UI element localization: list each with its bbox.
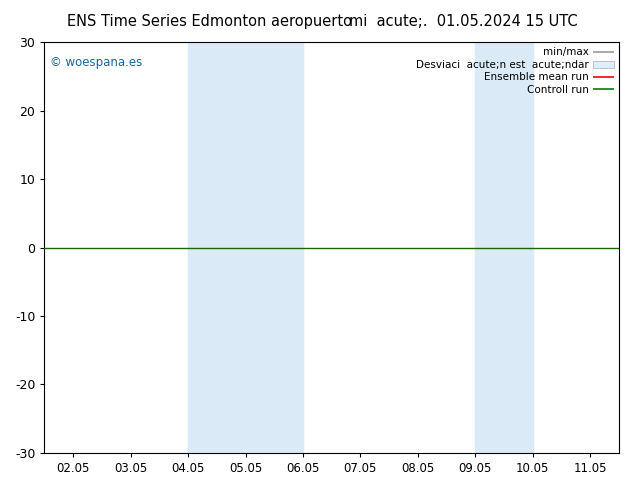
Text: mi  acute;.  01.05.2024 15 UTC: mi acute;. 01.05.2024 15 UTC [349, 14, 577, 29]
Text: © woespana.es: © woespana.es [50, 56, 143, 70]
Bar [188, 42, 303, 453]
Legend: min/max, Desviaci  acute;n est  acute;ndar, Ensemble mean run, Controll run: min/max, Desviaci acute;n est acute;ndar… [413, 44, 617, 98]
Bar [476, 42, 533, 453]
Text: ENS Time Series Edmonton aeropuerto: ENS Time Series Edmonton aeropuerto [67, 14, 352, 29]
